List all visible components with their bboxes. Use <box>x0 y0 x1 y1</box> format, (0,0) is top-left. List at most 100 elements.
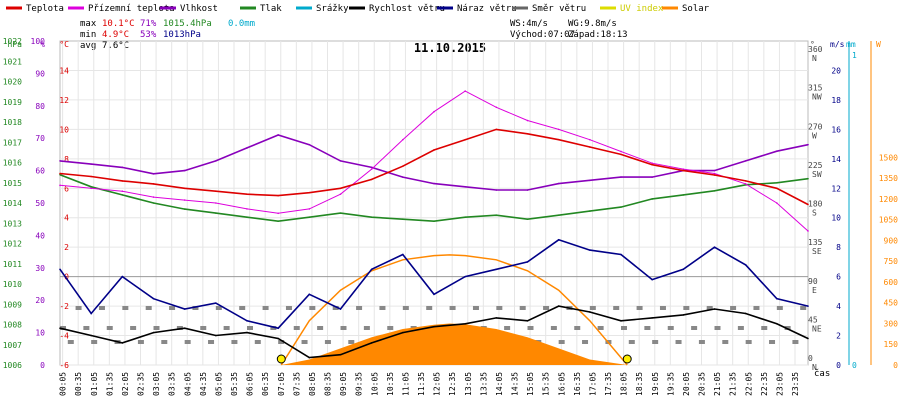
humidity-line-point-24 <box>807 143 809 146</box>
wind-tick-7: 14 <box>831 155 841 164</box>
time-tick-39: 19:35 <box>666 372 675 396</box>
direction-compass-1: NE <box>812 324 822 333</box>
wind-direction-mark-78 <box>667 326 674 330</box>
wind-direction-mark-83 <box>706 306 713 310</box>
wind-tick-0: 0 <box>836 361 841 370</box>
direction-tick-5: 225 <box>808 161 823 170</box>
ground-temperature-line-point-4 <box>183 199 186 201</box>
wind-gust-line-point-22 <box>744 264 747 266</box>
wind-speed-line-point-15 <box>526 320 529 322</box>
direction-compass-6: W <box>812 131 817 140</box>
stats-min-pressure: 1013hPa <box>163 30 201 40</box>
wind-direction-mark-24 <box>247 326 253 330</box>
ground-temperature-line-point-2 <box>121 190 124 193</box>
temperature-tick-7: 8 <box>64 155 69 164</box>
solar-tick-6: 900 <box>884 236 899 245</box>
temperature-tick-10: 14 <box>59 66 69 75</box>
wind-direction-mark-11 <box>145 306 152 310</box>
time-tick-16: 08:05 <box>308 372 317 396</box>
ground-temperature-line-point-18 <box>620 150 622 153</box>
time-tick-30: 15:05 <box>526 372 535 396</box>
ground-temperature-line-point-20 <box>682 168 685 170</box>
humidity-line-point-14 <box>495 189 498 191</box>
pressure-line-point-12 <box>433 220 435 223</box>
wind-speed-line-point-10 <box>370 342 373 344</box>
wind-direction-mark-77 <box>659 306 666 310</box>
wind-direction-mark-15 <box>176 326 183 330</box>
ground-temperature-line-point-8 <box>308 208 311 210</box>
wind-direction-mark-81 <box>691 326 698 330</box>
wind-gust-line-point-17 <box>589 249 591 251</box>
time-tick-5: 02:35 <box>137 372 146 396</box>
sunrise-marker <box>276 354 286 364</box>
humidity-tick-8: 80 <box>35 102 45 111</box>
humidity-tick-10: 100 <box>31 37 46 46</box>
time-tick-40: 20:05 <box>682 372 691 396</box>
wind-speed-line-point-9 <box>339 353 342 356</box>
humidity-line-point-8 <box>308 143 311 146</box>
wind-speed-line-point-18 <box>620 320 622 322</box>
humidity-line-point-15 <box>526 189 529 191</box>
wind-direction-mark-9 <box>130 326 137 330</box>
solar-tick-3: 450 <box>884 299 899 308</box>
temperature-line-point-3 <box>152 183 155 185</box>
temperature-tick-8: 10 <box>59 125 69 134</box>
time-tick-44: 22:05 <box>744 372 753 396</box>
stats-max-humidity: 71% <box>140 19 157 29</box>
legend-label-5: Rychlost větru <box>369 4 445 14</box>
wind-direction-mark-86 <box>730 306 737 310</box>
wind-direction-mark-23 <box>239 306 246 310</box>
stats-max-label: max <box>80 19 97 29</box>
pressure-tick-16: 1022 <box>3 37 22 46</box>
wind-gust-info: WG:9.8m/s <box>568 19 617 29</box>
wind-direction-mark-16 <box>184 340 191 344</box>
wind-gust-line-point-2 <box>121 275 124 278</box>
wind-direction-mark-92 <box>776 306 783 310</box>
pressure-line-point-6 <box>246 216 248 218</box>
wind-direction-mark-76 <box>652 340 659 344</box>
wind-gust-line-point-23 <box>776 297 778 300</box>
humidity-line-point-13 <box>464 186 466 188</box>
temperature-tick-5: 4 <box>64 214 69 223</box>
humidity-line-point-6 <box>246 147 248 149</box>
wind-direction-mark-14 <box>169 306 176 310</box>
wind-speed-info: WS:4m/s <box>510 19 548 29</box>
rain-tick-0: 0 <box>852 361 857 370</box>
wind-speed-line-point-7 <box>277 337 279 340</box>
time-tick-9: 04:35 <box>199 372 208 396</box>
temperature-line-point-22 <box>744 180 747 182</box>
ground-temperature-line-point-17 <box>589 138 591 141</box>
humidity-line-point-0 <box>59 160 61 162</box>
stats-min-humidity: 53% <box>140 30 157 40</box>
pressure-line-point-10 <box>370 216 373 218</box>
wind-direction-mark-84 <box>714 326 721 330</box>
wind-unit: m/s <box>830 40 845 49</box>
temperature-unit: °C <box>59 40 69 49</box>
wind-direction-mark-6 <box>106 326 113 330</box>
humidity-unit: % <box>40 40 45 49</box>
pressure-line-point-13 <box>464 216 466 218</box>
ground-temperature-line-point-6 <box>246 208 248 210</box>
wind-direction-mark-44 <box>402 306 409 310</box>
wind-direction-mark-38 <box>356 306 363 310</box>
humidity-line-point-2 <box>121 166 124 169</box>
wind-direction-mark-13 <box>161 340 168 344</box>
sunrise-info: Východ:07:07 <box>510 30 575 40</box>
pressure-tick-7: 1013 <box>3 219 22 228</box>
wind-direction-mark-74 <box>636 306 643 310</box>
wind-tick-1: 2 <box>836 332 841 341</box>
wind-speed-line-point-6 <box>246 331 248 334</box>
rain-unit: mm <box>846 40 856 49</box>
pressure-tick-8: 1014 <box>3 199 22 208</box>
direction-tick-2: 90 <box>808 277 818 286</box>
series-layer <box>59 90 809 366</box>
pressure-tick-1: 1007 <box>3 341 22 350</box>
time-tick-45: 22:35 <box>760 372 769 396</box>
solar-tick-0: 0 <box>893 361 898 370</box>
wind-gust-line-point-21 <box>713 246 716 248</box>
wind-gust-line-point-5 <box>215 302 217 304</box>
time-tick-35: 17:35 <box>604 372 613 396</box>
humidity-line-point-17 <box>589 179 591 182</box>
ground-temperature-line-point-13 <box>464 90 466 92</box>
wind-direction-mark-2 <box>75 306 82 310</box>
